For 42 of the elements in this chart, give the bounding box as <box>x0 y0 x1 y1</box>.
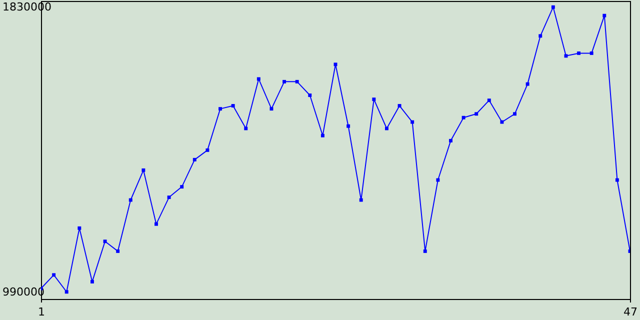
point <box>398 104 402 108</box>
point <box>320 134 324 138</box>
point <box>564 54 568 58</box>
point <box>513 112 516 116</box>
point <box>282 80 286 84</box>
point <box>206 148 210 152</box>
point <box>218 107 222 111</box>
point <box>180 185 184 189</box>
point <box>384 126 388 130</box>
point <box>410 120 414 124</box>
point <box>602 14 606 18</box>
x-tick-label: 47 <box>624 306 638 318</box>
point <box>154 222 158 226</box>
point <box>256 77 260 81</box>
point <box>308 94 312 97</box>
point <box>462 116 466 120</box>
point <box>78 226 82 230</box>
point <box>167 196 171 200</box>
x-tick-label: 1 <box>38 306 45 318</box>
point <box>423 249 427 253</box>
point <box>538 34 542 38</box>
point <box>577 51 581 55</box>
point <box>231 104 235 108</box>
point <box>142 168 146 172</box>
point <box>295 80 299 84</box>
point <box>551 5 555 9</box>
point <box>103 240 107 244</box>
point <box>244 126 248 130</box>
point <box>64 290 68 294</box>
point <box>192 158 196 162</box>
point <box>90 280 94 284</box>
point <box>449 138 452 142</box>
point <box>590 51 594 55</box>
point <box>487 98 491 102</box>
point <box>270 107 274 111</box>
point <box>500 120 504 124</box>
point <box>474 112 478 116</box>
point <box>346 124 350 128</box>
point <box>52 273 56 277</box>
point <box>526 82 530 86</box>
point <box>372 98 376 102</box>
point <box>116 249 120 253</box>
